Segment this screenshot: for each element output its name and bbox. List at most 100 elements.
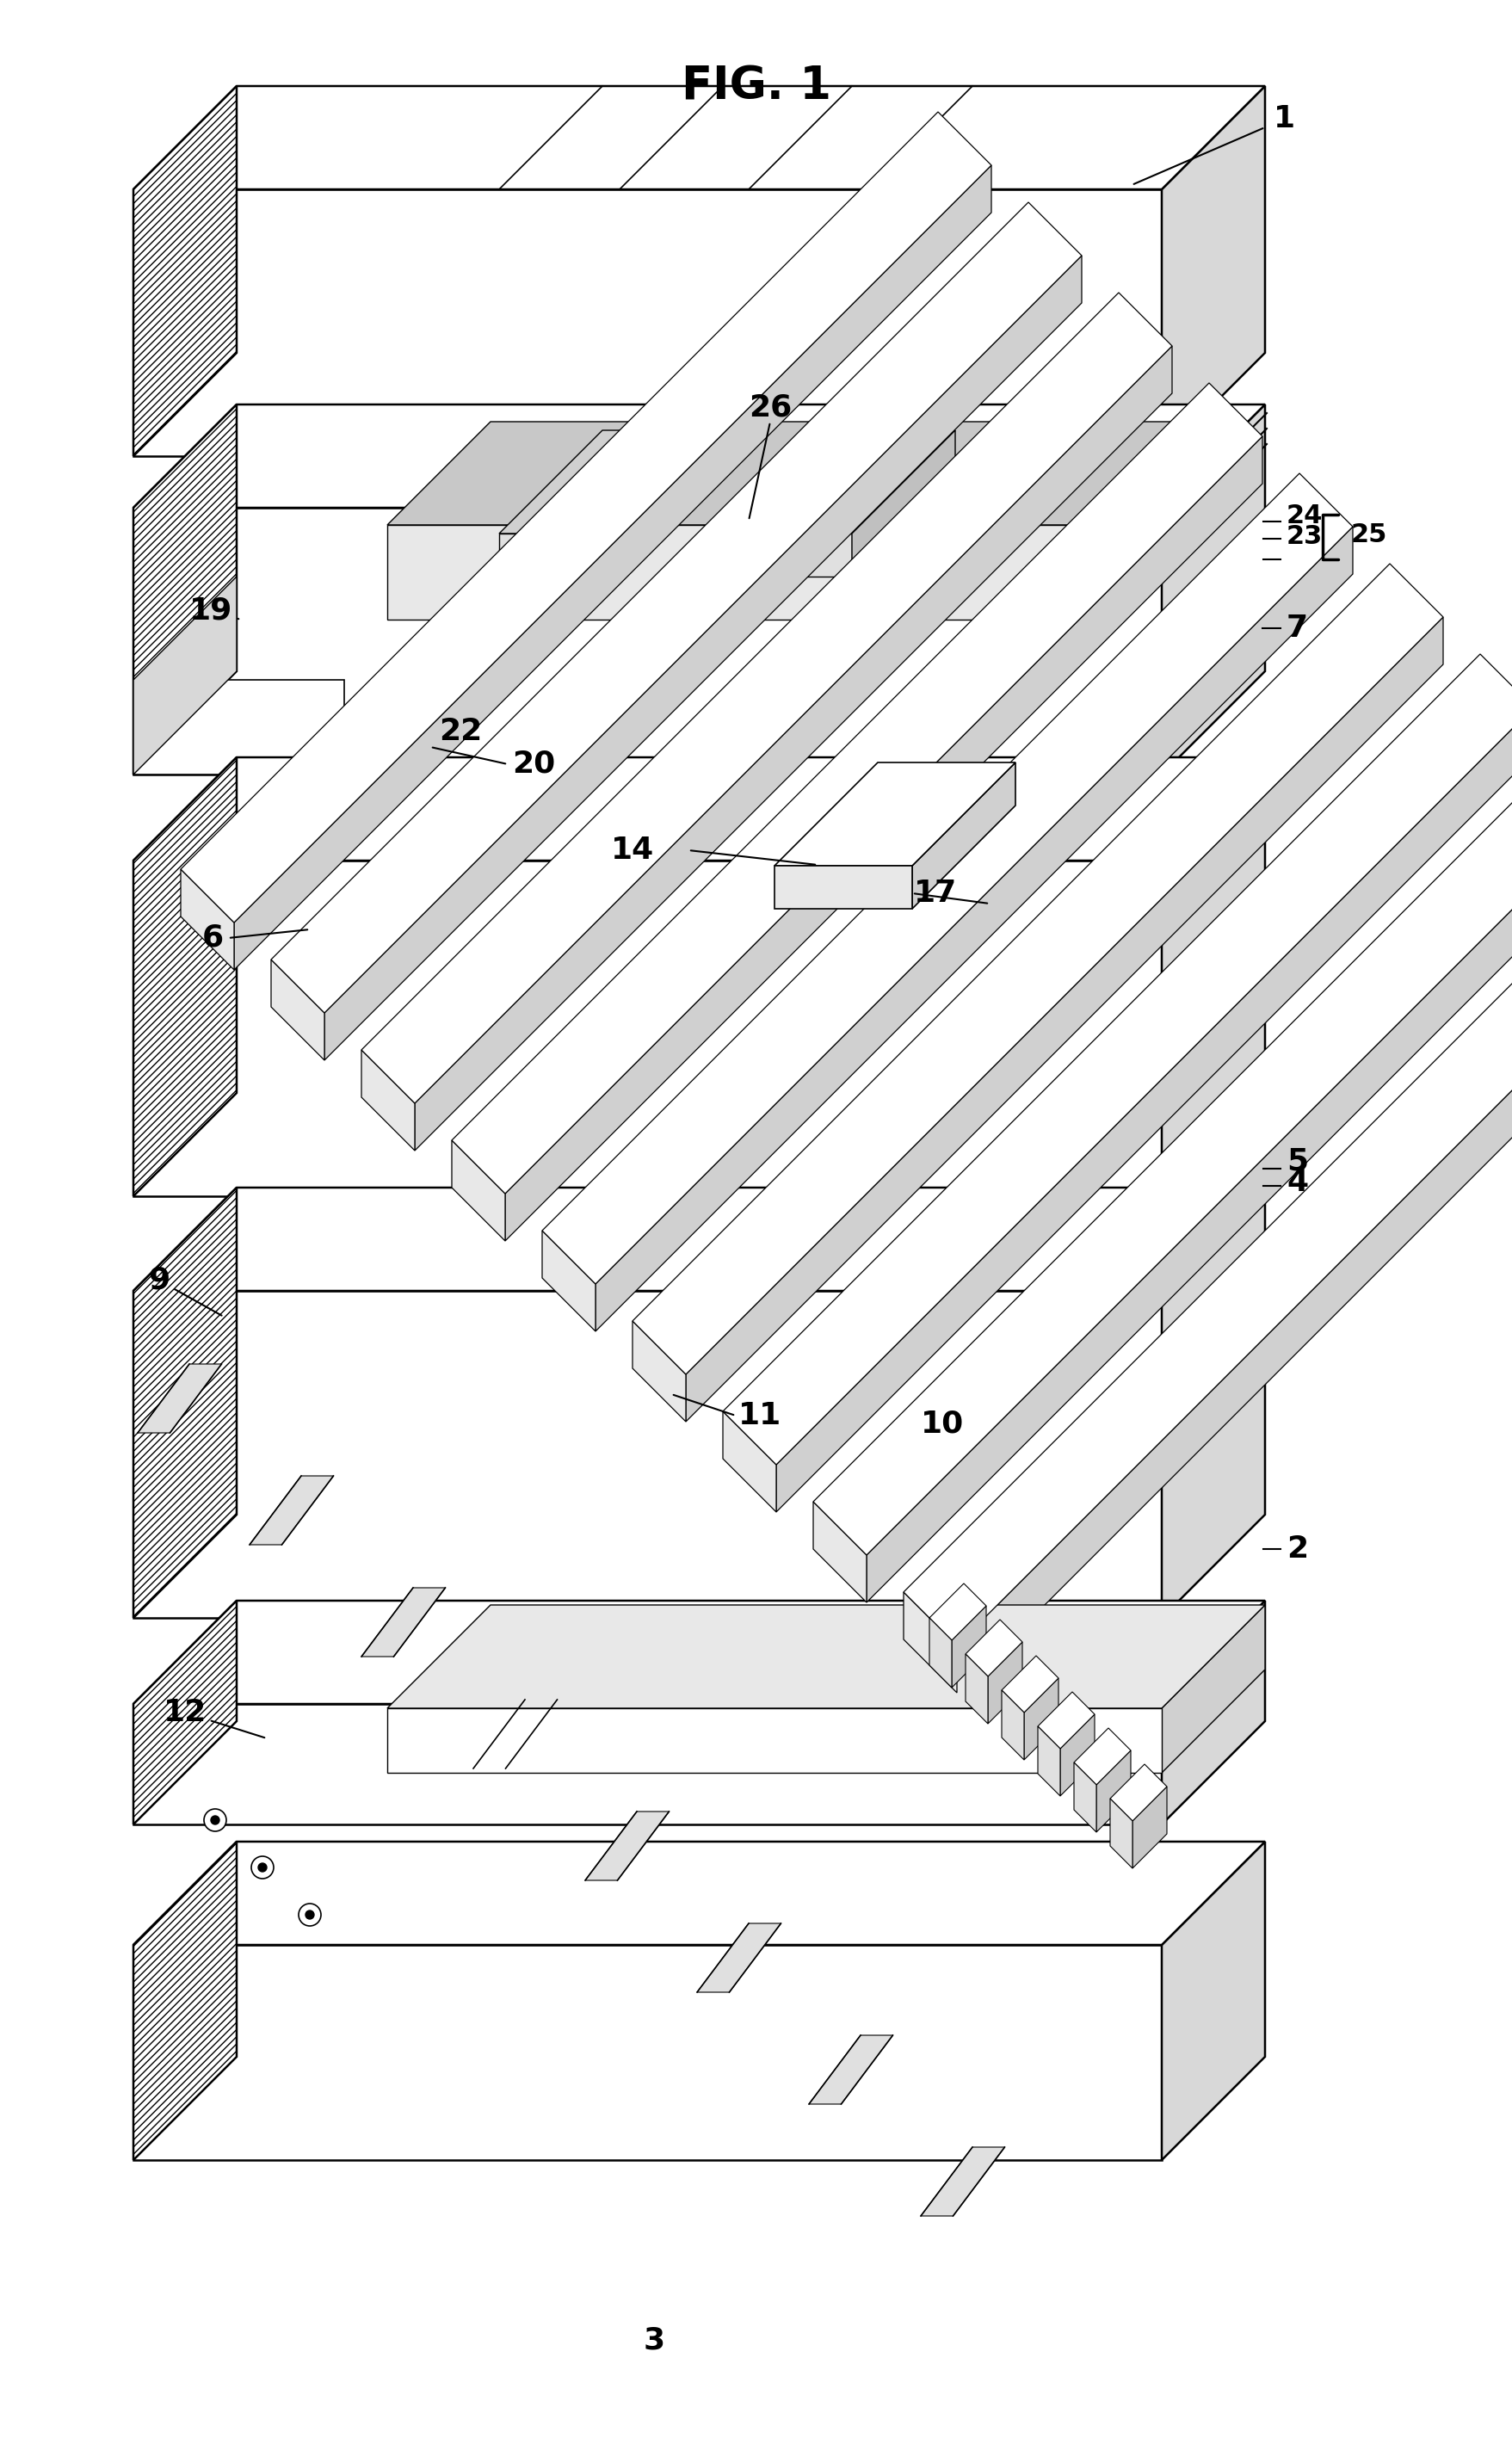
Polygon shape (133, 1602, 236, 1824)
Text: 1: 1 (1273, 105, 1294, 134)
Circle shape (305, 1911, 314, 1919)
Polygon shape (1161, 405, 1264, 775)
Polygon shape (249, 1475, 333, 1546)
Polygon shape (133, 190, 1161, 456)
Polygon shape (473, 1699, 556, 1768)
Polygon shape (361, 1587, 445, 1655)
Polygon shape (1037, 1692, 1095, 1748)
Text: FIG. 1: FIG. 1 (682, 63, 830, 107)
Polygon shape (414, 346, 1172, 1151)
Polygon shape (133, 405, 236, 775)
Text: 5: 5 (1285, 1148, 1308, 1178)
Text: 6: 6 (203, 924, 224, 953)
Text: 3: 3 (643, 2326, 664, 2355)
Polygon shape (685, 617, 1442, 1421)
Polygon shape (632, 563, 1442, 1375)
Polygon shape (361, 1051, 414, 1151)
Polygon shape (1132, 1787, 1166, 1868)
Polygon shape (133, 405, 1264, 507)
Text: 17: 17 (913, 878, 957, 907)
Polygon shape (452, 1141, 505, 1241)
Polygon shape (1024, 1677, 1058, 1760)
Polygon shape (1001, 1655, 1058, 1711)
Polygon shape (133, 85, 236, 456)
Text: 10: 10 (921, 1409, 963, 1438)
Text: 14: 14 (611, 836, 653, 865)
Polygon shape (739, 429, 954, 534)
Text: 20: 20 (511, 748, 555, 778)
Polygon shape (987, 1641, 1022, 1724)
Polygon shape (133, 680, 345, 775)
Polygon shape (1037, 1726, 1060, 1797)
Circle shape (251, 1855, 274, 1880)
Text: 23: 23 (1285, 524, 1321, 549)
Text: 2: 2 (1285, 1534, 1308, 1563)
Polygon shape (596, 527, 1352, 1331)
Text: 26: 26 (748, 393, 791, 422)
Polygon shape (133, 758, 236, 1197)
Polygon shape (133, 575, 236, 775)
Polygon shape (1161, 1841, 1264, 2160)
Polygon shape (739, 534, 851, 575)
Polygon shape (774, 763, 1015, 865)
Polygon shape (133, 1187, 1264, 1290)
Polygon shape (776, 707, 1512, 1512)
Polygon shape (138, 1363, 221, 1434)
Polygon shape (180, 112, 990, 922)
Polygon shape (133, 1187, 236, 1619)
Polygon shape (361, 293, 1172, 1104)
Polygon shape (324, 256, 1081, 1061)
Polygon shape (387, 422, 1204, 524)
Polygon shape (133, 85, 1264, 190)
Polygon shape (813, 1502, 866, 1602)
Polygon shape (387, 1604, 1264, 1709)
Polygon shape (1161, 1187, 1264, 1619)
Polygon shape (180, 870, 234, 970)
Polygon shape (271, 961, 324, 1061)
Polygon shape (387, 524, 1101, 619)
Polygon shape (1060, 1714, 1095, 1797)
Polygon shape (387, 1709, 1161, 1772)
Polygon shape (1074, 1729, 1129, 1785)
Polygon shape (866, 797, 1512, 1602)
Polygon shape (133, 1290, 1161, 1619)
Text: 9: 9 (148, 1265, 222, 1317)
Circle shape (204, 1809, 227, 1831)
Polygon shape (1110, 1799, 1132, 1868)
Polygon shape (585, 1811, 668, 1880)
Polygon shape (133, 861, 1161, 1197)
Text: 7: 7 (1285, 614, 1308, 644)
Polygon shape (541, 1231, 596, 1331)
Polygon shape (723, 1412, 776, 1512)
Polygon shape (1096, 1750, 1129, 1833)
Circle shape (210, 1816, 219, 1824)
Polygon shape (1001, 1690, 1024, 1760)
Polygon shape (133, 507, 1161, 775)
Polygon shape (809, 2036, 892, 2104)
Polygon shape (505, 436, 1261, 1241)
Polygon shape (499, 429, 714, 534)
Polygon shape (632, 1321, 685, 1421)
Polygon shape (133, 1704, 1161, 1824)
Polygon shape (611, 429, 714, 575)
Polygon shape (1110, 1765, 1166, 1821)
Polygon shape (928, 1582, 986, 1641)
Polygon shape (723, 653, 1512, 1465)
Polygon shape (903, 834, 1512, 1646)
Polygon shape (133, 1841, 236, 2160)
Polygon shape (951, 1607, 986, 1687)
Polygon shape (928, 1619, 951, 1687)
Text: 11: 11 (738, 1402, 782, 1431)
Polygon shape (957, 887, 1512, 1692)
Polygon shape (851, 429, 954, 575)
Polygon shape (133, 758, 1264, 861)
Polygon shape (133, 1602, 1264, 1704)
Polygon shape (697, 1924, 780, 1992)
Polygon shape (813, 744, 1512, 1555)
Polygon shape (903, 1592, 957, 1692)
Polygon shape (133, 1841, 1264, 1946)
Polygon shape (499, 534, 611, 575)
Polygon shape (1161, 1602, 1264, 1824)
Polygon shape (1161, 758, 1264, 1197)
Polygon shape (133, 1946, 1161, 2160)
